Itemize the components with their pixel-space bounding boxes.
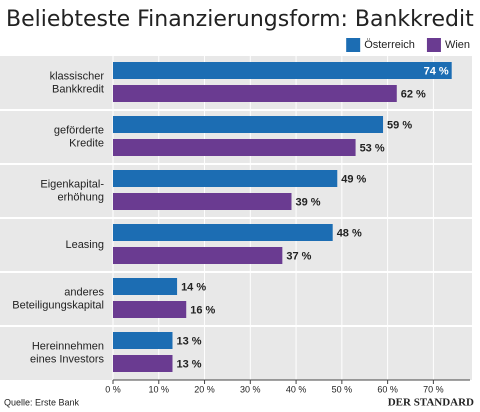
x-tick-label: 70 % xyxy=(423,384,444,394)
value-label: 13 % xyxy=(177,335,202,347)
bar xyxy=(113,62,452,79)
category-label: Bankkredit xyxy=(52,83,104,95)
value-label: 74 % xyxy=(424,65,449,77)
x-tick-label: 60 % xyxy=(377,384,398,394)
legend-swatch xyxy=(346,38,361,52)
bar xyxy=(113,139,356,156)
value-label: 13 % xyxy=(177,358,202,370)
category-label: Eigenkapital- xyxy=(40,178,104,190)
category-label: anderes xyxy=(64,286,104,298)
category-label: Leasing xyxy=(65,239,104,251)
value-label: 14 % xyxy=(181,281,206,293)
bar xyxy=(113,355,173,372)
value-label: 37 % xyxy=(286,250,311,262)
value-label: 48 % xyxy=(337,227,362,239)
bar xyxy=(113,278,178,295)
category-label: eines Investors xyxy=(30,353,104,365)
x-tick-label: 10 % xyxy=(149,384,170,394)
category-label: Kredite xyxy=(69,137,104,149)
x-tick-label: 50 % xyxy=(332,384,353,394)
value-label: 62 % xyxy=(401,88,426,100)
category-label: geförderte xyxy=(54,124,104,136)
x-tick-label: 20 % xyxy=(194,384,215,394)
x-tick-label: 30 % xyxy=(240,384,261,394)
bar xyxy=(113,193,292,210)
category-label: erhöhung xyxy=(58,191,105,203)
value-label: 39 % xyxy=(296,196,321,208)
category-label: Hereinnehmen xyxy=(32,340,104,352)
bar xyxy=(113,85,397,102)
category-label: Beteiligungskapital xyxy=(12,299,104,311)
value-label: 59 % xyxy=(387,119,412,131)
bar xyxy=(113,247,283,264)
legend-swatch xyxy=(426,38,441,52)
value-label: 49 % xyxy=(341,173,366,185)
chart-title: Beliebteste Finanzierungsform: Bankkredi… xyxy=(6,7,474,32)
bar xyxy=(113,116,384,133)
bar xyxy=(113,170,338,187)
value-label: 53 % xyxy=(360,142,385,154)
bar xyxy=(113,224,333,241)
bar xyxy=(113,301,187,318)
x-tick-label: 40 % xyxy=(286,384,307,394)
value-label: 16 % xyxy=(190,304,215,316)
bar xyxy=(113,332,173,349)
x-tick-label: 0 % xyxy=(105,384,121,394)
publisher: DER STANDARD xyxy=(388,397,474,409)
legend-label: Wien xyxy=(445,39,470,51)
legend-label: Österreich xyxy=(364,39,415,51)
source: Quelle: Erste Bank xyxy=(4,397,80,407)
category-label: klassischer xyxy=(50,70,105,82)
